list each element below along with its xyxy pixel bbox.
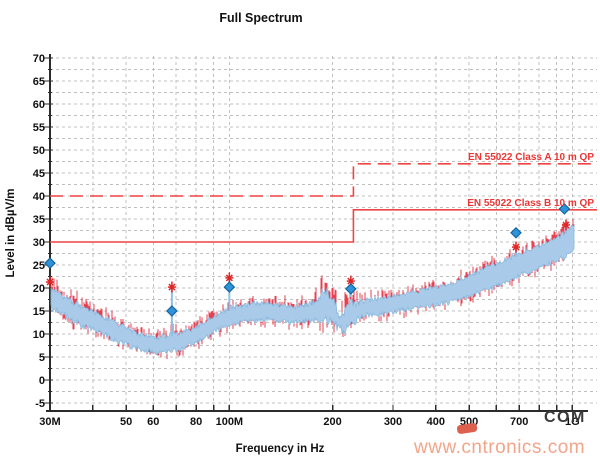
y-tick-label: 25 (33, 260, 45, 272)
peak-star-marker (511, 241, 520, 253)
y-axis-title: Level in dBµV/m (5, 188, 17, 277)
limit-line (50, 209, 597, 243)
watermark: www.cntronics.com (413, 437, 585, 458)
line (347, 277, 355, 285)
y-tick-label: 40 (33, 191, 45, 203)
qp-diamond-marker (223, 281, 236, 293)
peak-star-marker (561, 219, 570, 231)
limit-lines-layer (50, 163, 597, 243)
x-tick-label: 400 (427, 416, 445, 428)
trace-layer (50, 219, 575, 360)
line (168, 283, 176, 291)
axis-layer (44, 54, 588, 412)
y-tick-label: 45 (33, 168, 45, 180)
y-tick-label: 35 (33, 214, 45, 226)
y-tick-label: 70 (33, 53, 45, 65)
peak-star-marker (46, 276, 54, 288)
line (225, 274, 233, 282)
limit-line (50, 163, 597, 197)
x-tick-label: 1G (565, 416, 580, 428)
y-tick-label: 55 (33, 122, 45, 134)
y-tick-label: 5 (39, 352, 45, 364)
line (562, 221, 570, 229)
y-tick-label: 60 (33, 99, 45, 111)
x-tick-label: 100M (216, 416, 244, 428)
qp-diamond-marker (166, 305, 178, 317)
x-tick-label: 50 (120, 416, 132, 428)
site-logo-text: COM (544, 409, 586, 426)
x-tick-label: 80 (190, 416, 202, 428)
y-tick-label: 10 (33, 329, 45, 341)
x-tick-labels: 30M 50 60 80 100M 200 300 400 500 700 1G (39, 416, 579, 428)
qp-diamond-marker (510, 226, 522, 239)
peak-star-marker (167, 281, 176, 293)
x-tick-label: 60 (147, 416, 159, 428)
y-tick-label: 15 (33, 306, 45, 318)
limit-label-class-a: EN 55022 Class A 10 m QP (468, 152, 594, 163)
spectrum-band (50, 224, 575, 356)
x-tick-label: 300 (384, 416, 402, 428)
line (46, 278, 54, 286)
marker-layer (44, 203, 571, 317)
limit-label-class-b: EN 55022 Class B 10 m QP (467, 198, 594, 209)
qp-diamond-marker (44, 257, 56, 270)
chart-title: Full Spectrum (219, 11, 302, 25)
qp-diamond-marker (344, 283, 357, 295)
x-tick-label: 200 (323, 416, 341, 428)
y-tick-label: 50 (33, 145, 45, 157)
y-tick-label: 20 (33, 283, 45, 295)
y-tick-label: 65 (33, 76, 45, 88)
y-tick-label: 30 (33, 237, 45, 249)
x-tick-label: 30M (39, 416, 60, 428)
qp-diamond-marker (558, 203, 571, 215)
line (512, 243, 520, 251)
site-logo-mark (456, 423, 478, 434)
x-tick-label: 700 (510, 416, 528, 428)
y-tick-label: -5 (35, 398, 45, 410)
y-tick-label: 0 (39, 375, 45, 387)
grid-layer (50, 56, 597, 406)
x-axis-title: Frequency in Hz (236, 443, 325, 455)
